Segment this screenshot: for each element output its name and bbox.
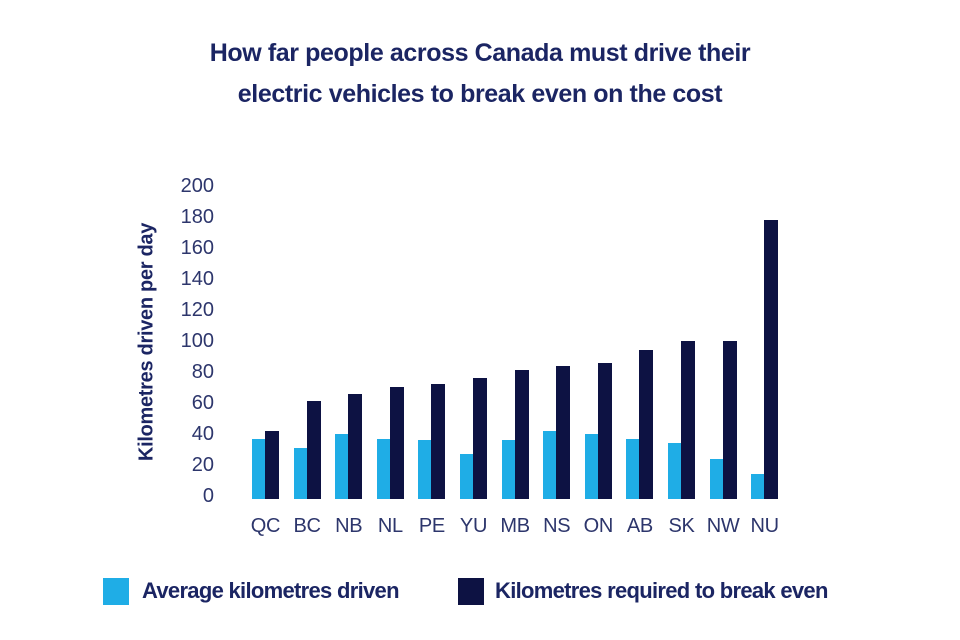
- bar-nu-breakeven: [764, 220, 779, 499]
- legend-swatch-breakeven-km-icon: [458, 578, 484, 605]
- y-tick-label-40: 40: [191, 423, 214, 445]
- bar-nw-breakeven: [722, 341, 737, 499]
- bar-nl-average: [376, 439, 390, 499]
- x-tick-label-sk: SK: [668, 515, 695, 537]
- bar-bc-breakeven: [306, 401, 321, 499]
- y-tick-label-60: 60: [191, 392, 214, 414]
- x-tick-label-yu: YU: [459, 515, 488, 537]
- bar-qc-average: [252, 439, 265, 499]
- x-tick-label-nu: NU: [750, 515, 780, 537]
- page-title: How far people across Canada must drive …: [0, 33, 960, 115]
- x-tick-label-ab: AB: [626, 515, 653, 537]
- x-tick-label-ns: NS: [543, 515, 571, 537]
- bar-pe-breakeven: [431, 384, 446, 499]
- x-tick-label-mb: MB: [500, 515, 530, 537]
- legend-swatch-average-km-icon: [103, 578, 129, 605]
- bar-yu-average: [460, 454, 473, 499]
- page-title-line-1: How far people across Canada must drive …: [209, 39, 751, 67]
- bar-bc-average: [293, 448, 307, 499]
- bar-sk-average: [668, 443, 681, 499]
- x-tick-label-nw: NW: [706, 515, 740, 537]
- legend-label-breakeven-km: Kilometres required to break even: [495, 578, 828, 603]
- x-tick-label-nl: NL: [377, 515, 403, 537]
- bar-ns-breakeven: [556, 366, 571, 499]
- y-tick-label-180: 180: [180, 206, 214, 228]
- y-tick-label-140: 140: [180, 268, 214, 290]
- bar-ab-breakeven: [639, 350, 654, 499]
- bar-on-breakeven: [597, 363, 612, 499]
- bar-mb-breakeven: [514, 370, 529, 499]
- x-tick-label-pe: PE: [418, 515, 445, 537]
- bar-sk-breakeven: [681, 341, 695, 499]
- y-tick-label-20: 20: [191, 454, 214, 476]
- y-tick-label-160: 160: [180, 237, 214, 259]
- bar-nw-average: [709, 459, 723, 499]
- bar-on-average: [584, 434, 598, 499]
- y-tick-label-0: 0: [202, 485, 214, 507]
- bar-nu-average: [751, 474, 765, 499]
- bar-pe-average: [418, 440, 432, 499]
- bar-yu-breakeven: [473, 378, 487, 499]
- page-title-line-2: electric vehicles to break even on the c…: [237, 80, 723, 108]
- x-tick-label-qc: QC: [250, 515, 281, 537]
- x-tick-label-bc: BC: [293, 515, 321, 537]
- bar-ns-average: [543, 431, 557, 499]
- legend-label-average-km: Average kilometres driven: [142, 578, 400, 603]
- x-tick-label-nb: NB: [335, 515, 363, 537]
- bar-ab-average: [626, 439, 640, 499]
- y-tick-label-100: 100: [180, 330, 214, 352]
- bar-qc-breakeven: [265, 431, 279, 499]
- x-tick-label-on: ON: [583, 515, 614, 537]
- bar-mb-average: [501, 440, 515, 499]
- y-tick-label-80: 80: [191, 361, 214, 383]
- bar-nb-average: [335, 434, 349, 499]
- y-tick-label-120: 120: [180, 299, 214, 321]
- bar-nl-breakeven: [389, 387, 404, 499]
- bar-nb-breakeven: [348, 394, 363, 499]
- y-tick-label-200: 200: [180, 175, 214, 197]
